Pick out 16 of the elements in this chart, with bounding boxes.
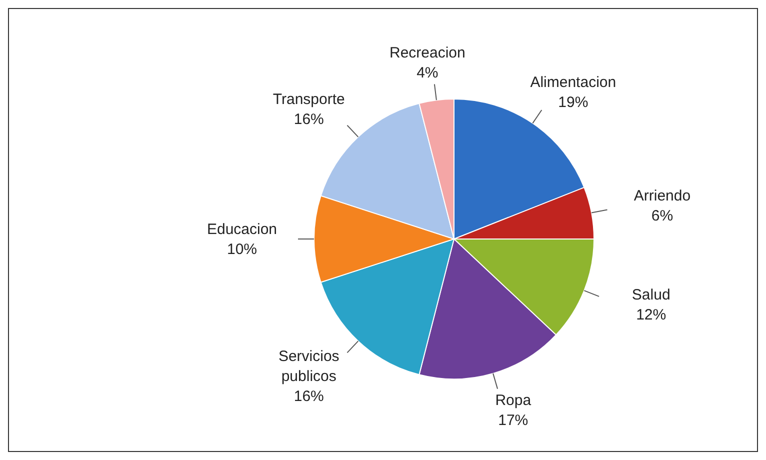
data-label: 6% (651, 208, 674, 225)
slice-label: Transporte (272, 91, 345, 108)
data-label: 16% (294, 111, 324, 128)
slice-label: Alimentacion (530, 74, 616, 91)
data-label: 17% (498, 412, 528, 429)
data-label: 10% (226, 241, 258, 258)
data-label: 4% (416, 64, 438, 82)
slice-label: Salud (632, 286, 670, 304)
data-label: 19% (558, 94, 588, 111)
slice-label: Arriendo (634, 188, 691, 205)
slice-label: Recreacion (389, 44, 466, 62)
data-label: 12% (636, 306, 666, 324)
slice-label: Servicios publicos (278, 348, 340, 386)
data-label: 16% (294, 388, 324, 406)
slice-label: Educacion (206, 221, 278, 238)
slice-label: Ropa (495, 392, 532, 409)
